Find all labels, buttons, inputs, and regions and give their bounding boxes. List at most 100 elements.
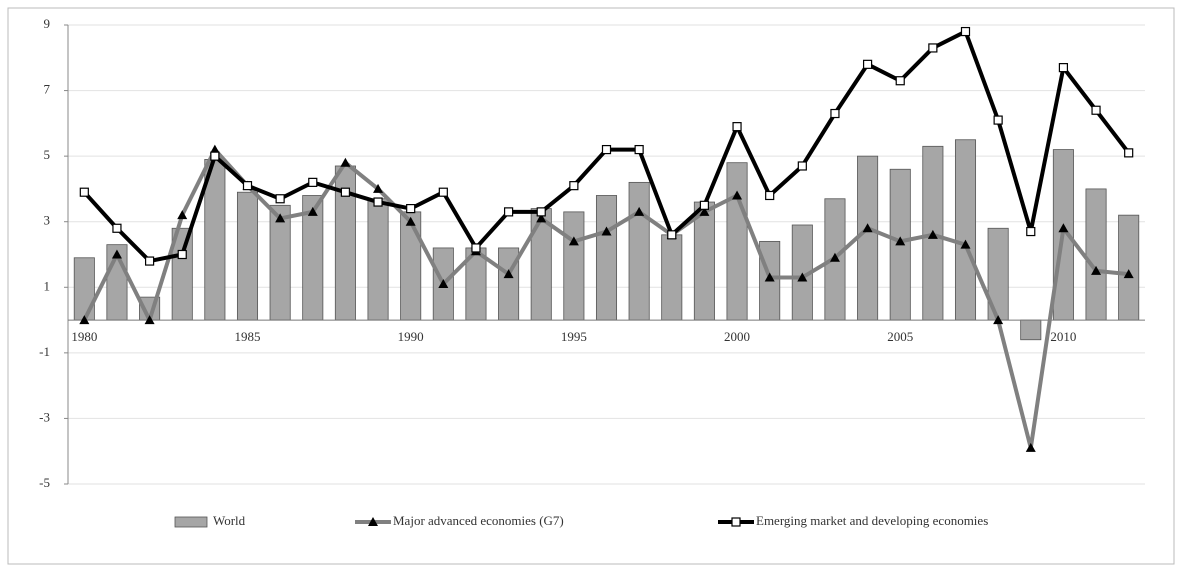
- marker-square: [340, 187, 351, 197]
- marker-square: [503, 207, 514, 217]
- y-tick-label: -5: [39, 475, 50, 490]
- bar: [857, 155, 879, 321]
- marker-triangle: [307, 206, 318, 216]
- marker-triangle: [275, 213, 286, 223]
- bar: [563, 211, 585, 321]
- marker-square: [1058, 63, 1069, 73]
- marker-square: [1091, 105, 1101, 115]
- x-tick-label: 1980: [71, 329, 97, 344]
- marker-square: [308, 177, 318, 187]
- marker-square: [112, 223, 122, 233]
- marker-triangle: [699, 206, 710, 216]
- marker-triangle: [732, 190, 743, 200]
- bar: [693, 201, 715, 321]
- marker-triangle: [144, 315, 155, 325]
- marker-triangle: [764, 272, 775, 282]
- marker-triangle: [79, 315, 90, 325]
- bar: [628, 181, 650, 321]
- marker-triangle: [536, 213, 547, 223]
- marker-square: [797, 161, 807, 171]
- marker-square: [569, 181, 579, 191]
- marker-triangle: [177, 210, 188, 220]
- marker-square: [144, 256, 155, 266]
- marker-square: [960, 26, 971, 37]
- marker-square: [275, 194, 285, 204]
- marker-square: [862, 59, 873, 69]
- marker-triangle: [438, 279, 449, 289]
- bar: [1020, 319, 1042, 341]
- marker-triangle: [568, 236, 579, 246]
- marker-triangle: [368, 517, 378, 526]
- bar: [1118, 214, 1140, 321]
- y-tick-label: 1: [44, 278, 51, 293]
- x-tick-label: 1985: [235, 329, 261, 344]
- bar: [954, 139, 977, 321]
- marker-square: [732, 122, 742, 132]
- marker-square: [667, 230, 677, 240]
- marker-square: [634, 144, 644, 155]
- marker-square: [601, 144, 612, 155]
- bar: [236, 191, 259, 321]
- y-tick-label: 3: [44, 213, 51, 228]
- y-tick-label: -3: [39, 409, 50, 424]
- marker-square: [765, 190, 775, 201]
- marker-square: [993, 115, 1003, 125]
- x-tick-label: 2010: [1050, 329, 1076, 344]
- bar: [269, 204, 291, 321]
- marker-triangle: [634, 206, 645, 216]
- marker-triangle: [1123, 269, 1134, 279]
- legend-label: Emerging market and developing economies: [756, 513, 988, 528]
- marker-triangle: [960, 239, 971, 249]
- marker-triangle: [373, 183, 384, 193]
- marker-square: [928, 43, 938, 53]
- marker-triangle: [895, 236, 906, 246]
- marker-triangle: [1058, 223, 1069, 233]
- marker-square: [210, 151, 220, 161]
- marker-square: [406, 204, 416, 214]
- y-tick-label: 5: [44, 147, 51, 162]
- marker-square: [242, 181, 253, 191]
- bar: [400, 211, 422, 321]
- marker-triangle: [1091, 265, 1102, 275]
- marker-square: [438, 187, 448, 197]
- y-tick-label: 7: [44, 82, 51, 97]
- bar: [661, 234, 683, 321]
- marker-triangle: [209, 144, 220, 154]
- marker-square: [830, 108, 840, 119]
- marker-square: [1026, 226, 1036, 237]
- x-tick-label: 2005: [887, 329, 913, 344]
- marker-square: [471, 243, 481, 253]
- y-tick-label: -1: [39, 344, 50, 359]
- marker-square: [1124, 148, 1134, 158]
- marker-triangle: [797, 272, 808, 282]
- bar: [1085, 188, 1107, 321]
- marker-triangle: [927, 229, 938, 239]
- legend-label: Major advanced economies (G7): [393, 513, 564, 528]
- bar: [367, 198, 389, 321]
- legend-swatch: [174, 516, 208, 528]
- marker-triangle: [1025, 442, 1036, 452]
- bar: [73, 257, 95, 321]
- marker-triangle: [111, 249, 122, 259]
- marker-square: [79, 187, 89, 197]
- marker-triangle: [993, 315, 1004, 325]
- marker-square: [177, 249, 187, 260]
- marker-triangle: [405, 216, 416, 226]
- chart-border: [7, 7, 1175, 565]
- x-tick-label: 1995: [561, 329, 587, 344]
- marker-square: [536, 207, 546, 217]
- marker-square: [699, 200, 710, 210]
- y-tick-label: 9: [44, 16, 51, 31]
- marker-triangle: [601, 226, 612, 236]
- bar: [726, 162, 748, 321]
- x-tick-label: 2000: [724, 329, 750, 344]
- marker-triangle: [340, 157, 351, 167]
- marker-triangle: [503, 269, 514, 279]
- x-tick-label: 1990: [398, 329, 424, 344]
- legend-label: World: [213, 513, 246, 528]
- marker-square: [731, 517, 741, 527]
- marker-triangle: [829, 252, 840, 262]
- marker-square: [373, 197, 383, 207]
